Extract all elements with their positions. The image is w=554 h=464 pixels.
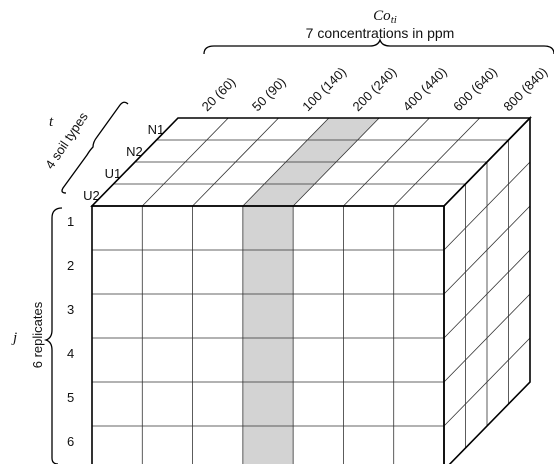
concentration-label: 50 (90) (249, 74, 289, 114)
concentration-symbol: Coti (373, 8, 397, 26)
replicate-label: 2 (67, 258, 74, 273)
side-grid-line (443, 205, 531, 295)
replicate-label: 4 (67, 346, 74, 361)
concentration-label: 200 (240) (350, 64, 400, 114)
replicate-label: 1 (67, 214, 74, 229)
concentration-caption: 7 concentrations in ppm (306, 25, 455, 41)
concentration-labels: 20 (60) 50 (90) 100 (140) 200 (240) 400 (440… (199, 64, 551, 114)
side-grid-line (443, 293, 531, 383)
replicate-axis: j 6 replicates 1 2 3 4 5 6 (11, 207, 74, 464)
replicate-caption: 6 replicates (30, 301, 45, 368)
replicate-brace (43, 207, 63, 464)
concentration-label: 600 (640) (450, 64, 500, 114)
concentration-header: Coti 7 concentrations in ppm (203, 8, 554, 55)
cube (90, 116, 532, 464)
side-grid-line (443, 249, 531, 339)
replicate-label: 5 (67, 390, 74, 405)
replicate-label: 3 (67, 302, 74, 317)
soil-type-label: U2 (83, 188, 100, 203)
soil-type-label: U1 (105, 166, 122, 181)
soil-brace (61, 101, 129, 194)
concentration-brace (203, 37, 554, 55)
replicate-label: 6 (67, 434, 74, 449)
concentration-label: 20 (60) (199, 74, 239, 114)
concentration-label: 400 (440) (400, 64, 450, 114)
side-grid-line (443, 337, 531, 427)
replicate-symbol: j (11, 330, 17, 346)
soil-type-label: N1 (148, 122, 165, 137)
soil-symbol: t (49, 114, 54, 130)
front-outline (91, 205, 445, 464)
side-grid-line (443, 161, 531, 251)
soil-type-label: N2 (126, 144, 143, 159)
concentration-label: 100 (140) (299, 64, 349, 114)
concentration-label: 800 (840) (500, 64, 550, 114)
highlight-front (242, 206, 294, 464)
